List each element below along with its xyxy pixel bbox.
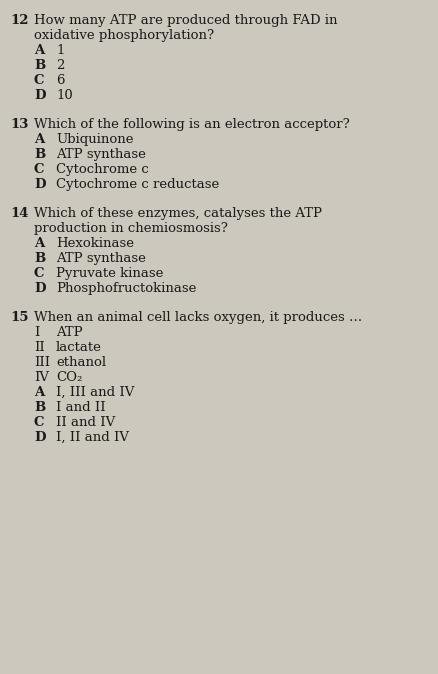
Text: C: C bbox=[34, 74, 44, 87]
Text: D: D bbox=[34, 178, 46, 191]
Text: 6: 6 bbox=[56, 74, 64, 87]
Text: A: A bbox=[34, 133, 44, 146]
Text: ethanol: ethanol bbox=[56, 356, 106, 369]
Text: B: B bbox=[34, 401, 45, 414]
Text: A: A bbox=[34, 44, 44, 57]
Text: Cytochrome c reductase: Cytochrome c reductase bbox=[56, 178, 219, 191]
Text: lactate: lactate bbox=[56, 341, 102, 354]
Text: Cytochrome c: Cytochrome c bbox=[56, 163, 148, 176]
Text: C: C bbox=[34, 267, 44, 280]
Text: D: D bbox=[34, 431, 46, 444]
Text: How many ATP are produced through FAD in: How many ATP are produced through FAD in bbox=[34, 14, 337, 27]
Text: ATP: ATP bbox=[56, 326, 82, 339]
Text: D: D bbox=[34, 89, 46, 102]
Text: II: II bbox=[34, 341, 45, 354]
Text: C: C bbox=[34, 163, 44, 176]
Text: B: B bbox=[34, 148, 45, 161]
Text: 15: 15 bbox=[10, 311, 28, 324]
Text: B: B bbox=[34, 59, 45, 72]
Text: I, II and IV: I, II and IV bbox=[56, 431, 129, 444]
Text: Ubiquinone: Ubiquinone bbox=[56, 133, 133, 146]
Text: oxidative phosphorylation?: oxidative phosphorylation? bbox=[34, 29, 214, 42]
Text: Pyruvate kinase: Pyruvate kinase bbox=[56, 267, 163, 280]
Text: 10: 10 bbox=[56, 89, 73, 102]
Text: B: B bbox=[34, 252, 45, 265]
Text: ATP synthase: ATP synthase bbox=[56, 252, 145, 265]
Text: 1: 1 bbox=[56, 44, 64, 57]
Text: 2: 2 bbox=[56, 59, 64, 72]
Text: ATP synthase: ATP synthase bbox=[56, 148, 145, 161]
Text: When an animal cell lacks oxygen, it produces …: When an animal cell lacks oxygen, it pro… bbox=[34, 311, 361, 324]
Text: 14: 14 bbox=[10, 207, 28, 220]
Text: 12: 12 bbox=[10, 14, 28, 27]
Text: C: C bbox=[34, 416, 44, 429]
Text: III: III bbox=[34, 356, 50, 369]
Text: II and IV: II and IV bbox=[56, 416, 115, 429]
Text: I: I bbox=[34, 326, 39, 339]
Text: D: D bbox=[34, 282, 46, 295]
Text: A: A bbox=[34, 386, 44, 399]
Text: A: A bbox=[34, 237, 44, 250]
Text: Which of these enzymes, catalyses the ATP: Which of these enzymes, catalyses the AT… bbox=[34, 207, 321, 220]
Text: CO₂: CO₂ bbox=[56, 371, 82, 384]
Text: Which of the following is an electron acceptor?: Which of the following is an electron ac… bbox=[34, 118, 349, 131]
Text: I and II: I and II bbox=[56, 401, 106, 414]
Text: production in chemiosmosis?: production in chemiosmosis? bbox=[34, 222, 227, 235]
Text: I, III and IV: I, III and IV bbox=[56, 386, 134, 399]
Text: 13: 13 bbox=[10, 118, 28, 131]
Text: IV: IV bbox=[34, 371, 49, 384]
Text: Phosphofructokinase: Phosphofructokinase bbox=[56, 282, 196, 295]
Text: Hexokinase: Hexokinase bbox=[56, 237, 134, 250]
